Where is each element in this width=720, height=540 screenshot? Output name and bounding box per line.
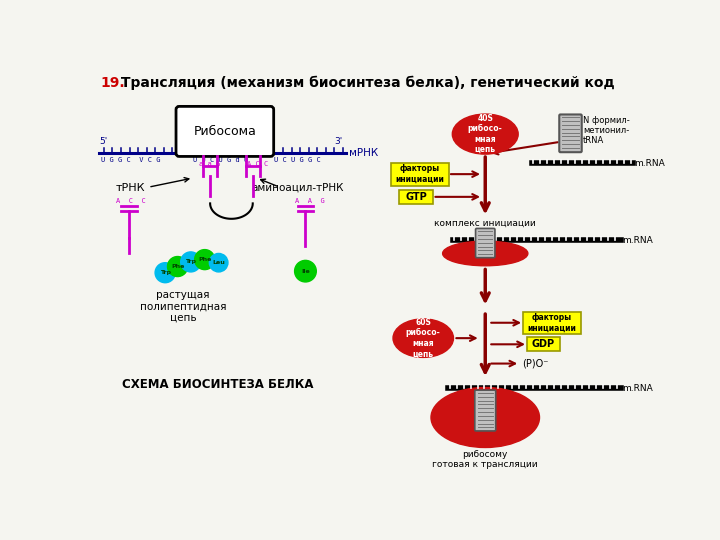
Circle shape (210, 253, 228, 272)
Text: рибосому
готовая к трансляции: рибосому готовая к трансляции (433, 450, 538, 469)
Text: комплекс инициации: комплекс инициации (434, 219, 536, 228)
Text: m.RNA: m.RNA (622, 236, 653, 245)
Text: 5': 5' (99, 137, 107, 146)
FancyBboxPatch shape (176, 106, 274, 157)
Circle shape (168, 256, 188, 276)
Text: Трансляция (механизм биосинтеза белка), генетический код: Трансляция (механизм биосинтеза белка), … (117, 76, 615, 90)
Text: A  C  C: A C C (117, 198, 146, 204)
FancyBboxPatch shape (523, 312, 580, 334)
Text: U G G C  V C G: U G G C V C G (101, 157, 161, 163)
Circle shape (294, 260, 316, 282)
Circle shape (181, 252, 201, 272)
Text: 19.: 19. (101, 76, 125, 90)
Text: факторы
инициации: факторы инициации (528, 313, 576, 333)
Text: Phe: Phe (171, 264, 184, 269)
Ellipse shape (431, 387, 539, 448)
Text: 3': 3' (334, 137, 343, 146)
FancyBboxPatch shape (399, 190, 433, 204)
Text: N формил-
метионил-
tRNA: N формил- метионил- tRNA (583, 116, 630, 145)
Text: a a G: a a G (199, 161, 220, 167)
FancyBboxPatch shape (527, 338, 559, 351)
Ellipse shape (393, 319, 454, 357)
Circle shape (155, 262, 175, 283)
FancyBboxPatch shape (476, 228, 495, 258)
Ellipse shape (452, 114, 518, 154)
Text: U U C U G d U: U U C U G d U (193, 157, 248, 163)
Text: аминоацил-тРНК: аминоацил-тРНК (251, 183, 344, 193)
Text: GTP: GTP (405, 192, 427, 202)
Text: m.RNA: m.RNA (634, 159, 665, 168)
Text: факторы
инициации: факторы инициации (396, 165, 444, 184)
FancyBboxPatch shape (559, 114, 582, 152)
Text: 60S
рибосо-
мная
цепь: 60S рибосо- мная цепь (406, 318, 441, 358)
Text: Trp: Trp (160, 270, 171, 275)
Text: Phe: Phe (198, 257, 212, 262)
Text: A  A  G: A A G (294, 198, 324, 204)
Text: СХЕМА БИОСИНТЕЗА БЕЛКА: СХЕМА БИОСИНТЕЗА БЕЛКА (122, 378, 314, 391)
FancyBboxPatch shape (392, 163, 449, 186)
Circle shape (194, 249, 215, 269)
Text: Ile: Ile (301, 269, 310, 274)
Text: Рибосома: Рибосома (194, 125, 256, 138)
Text: 40S
рибосо-
мная
цепь: 40S рибосо- мная цепь (468, 114, 503, 154)
Text: тРНК: тРНК (115, 183, 145, 193)
Text: Leu: Leu (212, 260, 225, 265)
Text: растущая
полипептидная
цепь: растущая полипептидная цепь (140, 289, 226, 323)
Text: A C C: A C C (246, 161, 268, 167)
Text: GDP: GDP (532, 339, 555, 349)
Text: m.RNA: m.RNA (622, 384, 653, 393)
Ellipse shape (443, 241, 528, 266)
Text: мРНК: мРНК (349, 148, 378, 158)
FancyBboxPatch shape (474, 390, 495, 431)
Text: (P)O⁻: (P)O⁻ (522, 359, 548, 369)
Text: U C U G G C: U C U G G C (274, 157, 321, 163)
Text: Trp: Trp (185, 259, 197, 265)
